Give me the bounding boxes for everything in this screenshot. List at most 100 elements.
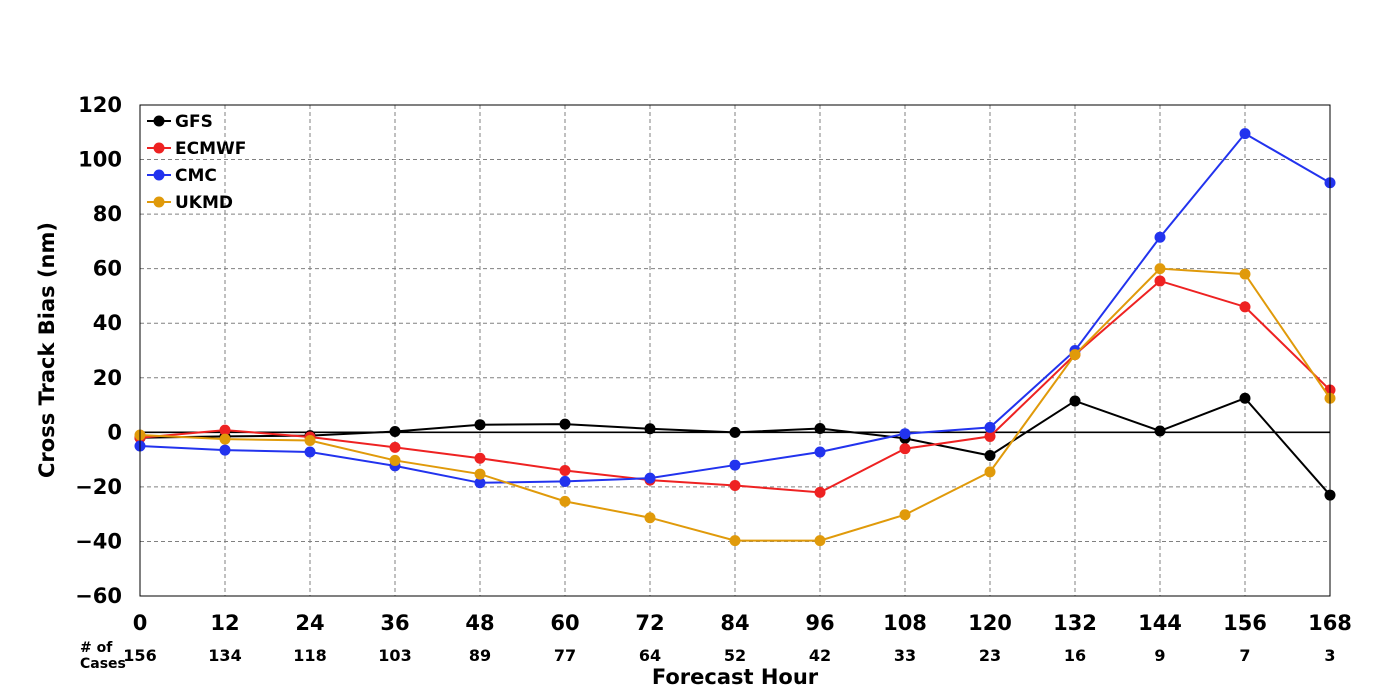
data-point [559, 495, 571, 507]
case-count: 134 [208, 646, 241, 665]
legend-label: CMC [175, 166, 217, 186]
data-point [389, 441, 401, 453]
y-tick-label: 60 [93, 257, 122, 281]
data-point [1154, 263, 1166, 275]
x-tick-label: 48 [465, 611, 494, 635]
data-point [1239, 268, 1251, 280]
data-point [1154, 231, 1166, 243]
series-cmc [134, 128, 1336, 489]
legend-marker [153, 169, 165, 181]
x-tick-label: 60 [550, 611, 579, 635]
cases-label-line1: # of [80, 640, 113, 656]
case-count: 23 [979, 646, 1001, 665]
data-point [474, 452, 486, 464]
y-tick-label: −20 [75, 475, 122, 499]
case-count: 16 [1064, 646, 1086, 665]
grid-lines [140, 105, 1330, 596]
data-point [729, 480, 741, 492]
x-tick-label: 108 [883, 611, 927, 635]
data-point [389, 454, 401, 466]
data-point [559, 465, 571, 477]
case-count: 89 [469, 646, 491, 665]
x-tick-label: 12 [210, 611, 239, 635]
data-point [1154, 425, 1166, 437]
data-point [1239, 301, 1251, 313]
case-count: 42 [809, 646, 831, 665]
legend-item-cmc: CMC [147, 166, 217, 186]
case-count: 103 [378, 646, 411, 665]
data-point [219, 433, 231, 445]
data-point [814, 535, 826, 547]
x-tick-label: 120 [968, 611, 1012, 635]
series-ukmd [134, 263, 1336, 547]
data-point [304, 446, 316, 458]
data-point [729, 426, 741, 438]
legend-marker [153, 115, 165, 127]
data-point [644, 512, 656, 524]
data-point [474, 468, 486, 480]
legend-item-gfs: GFS [147, 112, 213, 132]
data-point [899, 428, 911, 440]
data-point [899, 443, 911, 455]
case-count: 64 [639, 646, 661, 665]
y-tick-label: −40 [75, 529, 122, 553]
x-tick-label: 36 [380, 611, 409, 635]
data-point [984, 421, 996, 433]
case-count: 7 [1239, 646, 1250, 665]
legend-item-ecmwf: ECMWF [147, 139, 246, 159]
y-tick-label: 40 [93, 311, 122, 335]
y-tick-label: 0 [107, 420, 122, 444]
y-tick-label: 80 [93, 202, 122, 226]
data-point [814, 423, 826, 435]
data-point [984, 430, 996, 442]
legend-label: GFS [175, 112, 213, 132]
x-tick-label: 84 [720, 611, 749, 635]
case-count: 118 [293, 646, 326, 665]
x-tick-label: 0 [133, 611, 148, 635]
x-tick-label: 144 [1138, 611, 1182, 635]
data-point [1154, 275, 1166, 287]
x-tick-label: 168 [1308, 611, 1352, 635]
legend: GFS ECMWF CMC UKMD [147, 112, 246, 213]
legend-label: ECMWF [175, 139, 246, 159]
x-tick-label: 24 [295, 611, 324, 635]
case-count: 9 [1154, 646, 1165, 665]
x-tick-label: 72 [635, 611, 664, 635]
legend-marker [153, 142, 165, 154]
case-count: 52 [724, 646, 746, 665]
case-count: 3 [1324, 646, 1335, 665]
data-point [389, 426, 401, 438]
y-tick-label: −60 [75, 584, 122, 608]
y-axis-label: Cross Track Bias (nm) [35, 222, 59, 478]
legend-item-ukmd: UKMD [147, 193, 233, 213]
case-count: 33 [894, 646, 916, 665]
data-point [899, 509, 911, 521]
x-tick-label: 156 [1223, 611, 1267, 635]
data-point [474, 419, 486, 431]
plot-area-frame [139, 104, 1331, 597]
x-tick-label: 96 [805, 611, 834, 635]
data-point [814, 486, 826, 498]
data-point [984, 450, 996, 462]
data-point [644, 472, 656, 484]
y-tick-label: 120 [78, 93, 122, 117]
data-point [1239, 392, 1251, 404]
data-point [644, 423, 656, 435]
case-count: 77 [554, 646, 576, 665]
data-point [559, 418, 571, 430]
data-point [559, 475, 571, 487]
x-tick-labels: 0 12 24 36 48 60 72 84 96 108 120 132 144 156 168 [133, 611, 1352, 635]
x-axis-label: Forecast Hour [652, 665, 819, 689]
data-point [1069, 395, 1081, 407]
legend-label: UKMD [175, 193, 233, 213]
cases-label-line2: Cases [80, 656, 126, 672]
y-tick-label: 100 [78, 148, 122, 172]
cases-row: # of Cases 156 134 118 103 89 77 64 52 42 33 23 16 9… [80, 640, 1336, 672]
data-point [219, 444, 231, 456]
data-point [304, 435, 316, 447]
case-count: 156 [123, 646, 156, 665]
data-point [1069, 349, 1081, 361]
data-point [219, 424, 231, 436]
x-tick-label: 132 [1053, 611, 1097, 635]
